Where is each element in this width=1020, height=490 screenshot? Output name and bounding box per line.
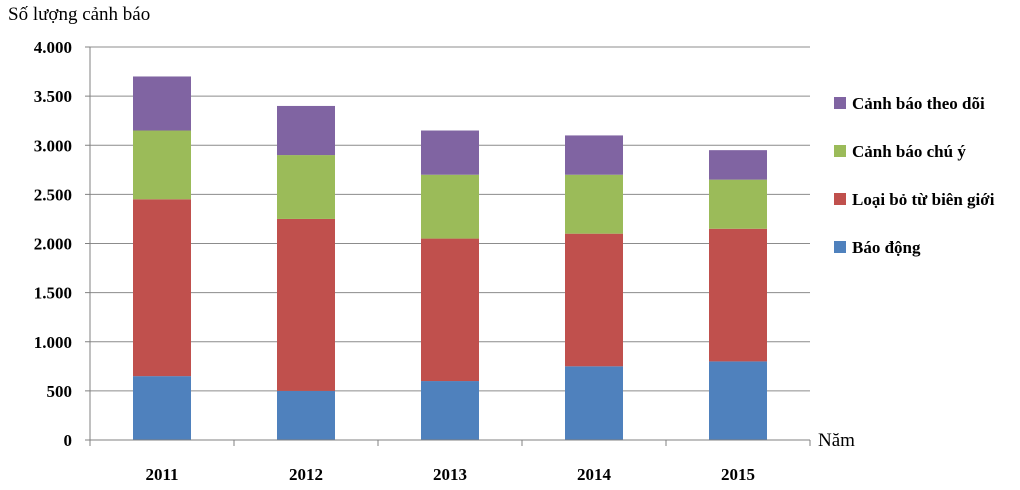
bar-segment	[277, 218, 335, 391]
legend-swatch	[834, 145, 846, 157]
bar-segment	[709, 361, 767, 440]
y-tick-label: 1.500	[34, 284, 72, 303]
x-tick-label: 2013	[433, 465, 467, 484]
axes: 0 500 1.000 1.500 2.000 2.500 3.000 3.500 4.000 2…	[34, 38, 811, 484]
y-tick-label: 3.000	[34, 136, 72, 155]
x-tick-label: 2011	[145, 465, 178, 484]
legend-swatch	[834, 241, 846, 253]
legend-label: Cảnh báo theo dõi	[852, 94, 985, 113]
y-tick-label: 2.500	[34, 185, 72, 204]
bar-segment	[133, 76, 191, 131]
legend-label: Loại bỏ từ biên giới	[852, 190, 995, 209]
bar-segment	[565, 366, 623, 440]
bar-segment	[277, 155, 335, 219]
bar-segment	[421, 174, 479, 239]
y-tick-label: 3.500	[34, 87, 72, 106]
x-tick-label: 2012	[289, 465, 323, 484]
x-tick-label: 2015	[721, 465, 755, 484]
bar-segment	[421, 238, 479, 382]
legend-label: Cảnh báo chú ý	[852, 142, 966, 161]
bar-segment	[565, 135, 623, 175]
legend-label: Báo động	[852, 238, 921, 257]
bar-segment	[565, 174, 623, 234]
bar-segment	[709, 228, 767, 362]
legend-swatch	[834, 193, 846, 205]
bar-segment	[133, 376, 191, 440]
y-tick-label: 2.000	[34, 235, 72, 254]
bar-segment	[421, 381, 479, 440]
legend-swatch	[834, 97, 846, 109]
bar-segment	[277, 105, 335, 156]
y-axis-title: Số lượng cảnh báo	[8, 4, 150, 25]
bars	[133, 76, 767, 440]
y-tick-label: 4.000	[34, 38, 72, 57]
bar-segment	[709, 179, 767, 229]
bar-segment	[421, 130, 479, 175]
x-tick-label: 2014	[577, 465, 612, 484]
legend: Cảnh báo theo dõi Cảnh báo chú ý Loại bỏ t…	[834, 94, 995, 257]
y-tick-label: 0	[64, 431, 73, 450]
x-axis-title: Năm	[818, 430, 855, 451]
bar-segment	[133, 130, 191, 200]
y-tick-label: 500	[47, 382, 73, 401]
bar-segment	[709, 150, 767, 180]
bar-segment	[277, 390, 335, 440]
bar-segment	[565, 233, 623, 367]
y-tick-label: 1.000	[34, 333, 72, 352]
bar-segment	[133, 199, 191, 377]
